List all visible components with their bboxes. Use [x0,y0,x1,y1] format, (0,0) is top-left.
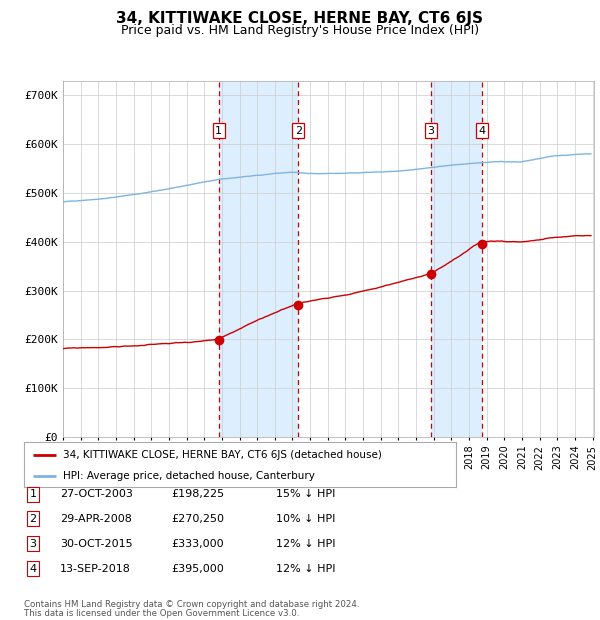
Text: HPI: Average price, detached house, Canterbury: HPI: Average price, detached house, Cant… [63,471,315,480]
Text: £198,225: £198,225 [171,489,224,499]
Text: £270,250: £270,250 [171,514,224,524]
Text: 30-OCT-2015: 30-OCT-2015 [60,539,133,549]
Text: 3: 3 [427,125,434,136]
Text: 2: 2 [29,514,37,524]
Text: 4: 4 [478,125,485,136]
Text: Contains HM Land Registry data © Crown copyright and database right 2024.: Contains HM Land Registry data © Crown c… [24,600,359,609]
Text: 12% ↓ HPI: 12% ↓ HPI [276,564,335,574]
Text: £333,000: £333,000 [171,539,224,549]
Text: 12% ↓ HPI: 12% ↓ HPI [276,539,335,549]
Text: 34, KITTIWAKE CLOSE, HERNE BAY, CT6 6JS (detached house): 34, KITTIWAKE CLOSE, HERNE BAY, CT6 6JS … [63,450,382,459]
Bar [218,81,298,437]
Text: 1: 1 [29,489,37,499]
Text: 27-OCT-2003: 27-OCT-2003 [60,489,133,499]
Text: 13-SEP-2018: 13-SEP-2018 [60,564,131,574]
Text: 29-APR-2008: 29-APR-2008 [60,514,132,524]
Text: 2: 2 [295,125,302,136]
Text: 10% ↓ HPI: 10% ↓ HPI [276,514,335,524]
Text: This data is licensed under the Open Government Licence v3.0.: This data is licensed under the Open Gov… [24,608,299,618]
Text: 1: 1 [215,125,222,136]
Text: 15% ↓ HPI: 15% ↓ HPI [276,489,335,499]
Text: 3: 3 [29,539,37,549]
Bar [431,81,482,437]
Text: Price paid vs. HM Land Registry's House Price Index (HPI): Price paid vs. HM Land Registry's House … [121,24,479,37]
Text: 34, KITTIWAKE CLOSE, HERNE BAY, CT6 6JS: 34, KITTIWAKE CLOSE, HERNE BAY, CT6 6JS [116,11,484,26]
Text: 4: 4 [29,564,37,574]
Text: £395,000: £395,000 [171,564,224,574]
